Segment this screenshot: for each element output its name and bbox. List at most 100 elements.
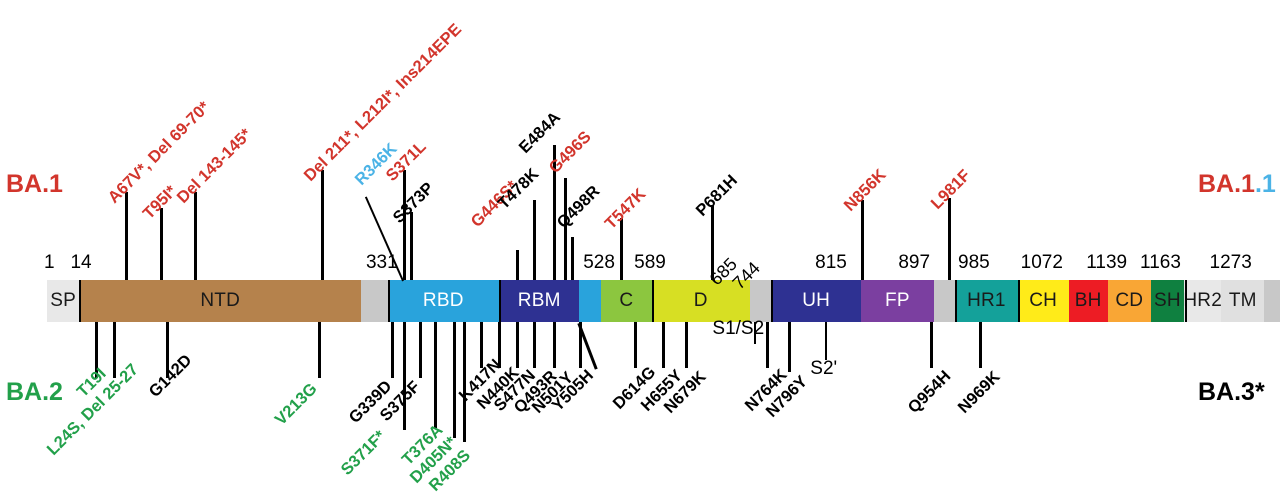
mutation-label-q954h: Q954H xyxy=(904,367,955,417)
mutation-stem xyxy=(685,322,688,368)
variant-label-ba3-right: BA.3* xyxy=(1198,378,1265,406)
mutation-stem xyxy=(563,178,567,280)
mutation-label-q498r: Q498R xyxy=(553,182,603,232)
domain-label: FP xyxy=(885,290,910,311)
mutation-stem xyxy=(787,322,791,372)
domain-boundary-tick xyxy=(651,280,654,322)
domain-boundary-tick xyxy=(955,280,958,322)
variant-ba11-suffix: .1 xyxy=(1254,170,1276,198)
domain-segment-rbm: RBM xyxy=(499,280,580,322)
mutation-stem xyxy=(462,322,466,442)
cleavage-site-tick xyxy=(824,322,827,360)
mutation-label-s373p: S373P xyxy=(389,179,438,227)
mutation-stem xyxy=(711,205,715,280)
domain-label: RBD xyxy=(422,290,464,311)
domain-segment-ch: CH xyxy=(1017,280,1069,322)
mutation-stem xyxy=(166,322,170,378)
variant-label-ba1-left: BA.1 xyxy=(6,170,63,198)
mutation-label-n856k: N856K xyxy=(840,165,891,215)
domain-segment-tm: TM xyxy=(1221,280,1265,322)
domain-segment-d: D xyxy=(651,280,750,322)
position-label-589: 589 xyxy=(634,252,666,273)
position-label-1: 1 xyxy=(44,252,55,273)
mutation-stem xyxy=(515,322,519,368)
mutation-stem xyxy=(112,322,116,378)
domain-boundary-tick xyxy=(1185,280,1188,322)
mutation-stem xyxy=(570,237,574,280)
domain-segment-rbd: RBD xyxy=(387,280,500,322)
variant-ba11-main: BA.1 xyxy=(1198,170,1255,198)
mutation-stem xyxy=(453,322,457,438)
domain-linker xyxy=(579,280,601,322)
mutation-stem xyxy=(403,170,407,280)
domain-label: UH xyxy=(802,290,831,311)
cleavage-site-label-s2: S2' xyxy=(810,358,838,379)
domain-label: RBM xyxy=(517,290,561,311)
mutation-label-v213g: V213G xyxy=(271,379,321,429)
domain-boundary-tick xyxy=(771,280,774,322)
position-label-815: 815 xyxy=(815,252,847,273)
mutation-stem xyxy=(434,322,438,428)
position-label-1139: 1139 xyxy=(1086,252,1128,273)
domain-linker xyxy=(361,280,388,322)
domain-label: SP xyxy=(50,290,76,311)
cleavage-site-label-s1s2: S1/S2 xyxy=(712,318,765,339)
domain-boundary-tick xyxy=(499,280,502,322)
domain-boundary-tick xyxy=(1017,280,1020,322)
position-label-1273: 1273 xyxy=(1209,252,1252,273)
mutation-label-t547k: T547K xyxy=(601,185,649,233)
position-label-897: 897 xyxy=(898,252,931,273)
mutation-label-e484a: E484A xyxy=(516,108,565,157)
mutation-stem xyxy=(579,322,583,368)
domain-label: SH xyxy=(1154,290,1181,311)
mutation-label-g142d: G142D xyxy=(145,351,195,401)
domain-label: HR2 xyxy=(1183,290,1222,311)
mutation-stem xyxy=(403,322,407,430)
domain-label: CD xyxy=(1115,290,1144,311)
domain-boundary-tick xyxy=(387,280,390,322)
mutation-stem xyxy=(978,322,982,368)
variant-label-ba2-left: BA.2 xyxy=(6,378,63,406)
domain-label: BH xyxy=(1074,290,1102,311)
domain-segment-cd: CD xyxy=(1107,280,1151,322)
domain-linker xyxy=(749,280,772,322)
mutation-stem xyxy=(498,322,502,368)
mutation-stem xyxy=(479,322,483,368)
mutation-stem xyxy=(318,322,322,378)
mutation-stem xyxy=(766,322,770,368)
mutation-stem xyxy=(861,200,865,280)
mutation-stem xyxy=(533,322,537,368)
domain-label: C xyxy=(619,290,634,311)
mutation-stem xyxy=(552,145,556,280)
position-label-528: 528 xyxy=(583,252,615,273)
domain-segment-sh: SH xyxy=(1150,280,1185,322)
domain-segment-uh: UH xyxy=(771,280,862,322)
mutation-stem xyxy=(418,322,422,378)
domain-segment-sp: SP xyxy=(46,280,80,322)
domain-boundary-tick xyxy=(79,280,82,322)
domain-segment-hr2: HR2 xyxy=(1183,280,1222,322)
mutation-stem xyxy=(320,170,324,280)
mutation-stem xyxy=(515,250,519,280)
mutation-stem xyxy=(620,218,624,280)
mutation-stem xyxy=(929,322,933,368)
position-label-985: 985 xyxy=(958,252,990,273)
domain-segment-ntd: NTD xyxy=(79,280,362,322)
mutation-stem xyxy=(94,322,98,378)
mutation-stem xyxy=(661,322,665,368)
mutation-label-s371f: S371F* xyxy=(337,427,390,479)
domain-segment-hr1: HR1 xyxy=(955,280,1018,322)
mutation-stem xyxy=(410,212,414,280)
domain-segment-c: C xyxy=(600,280,652,322)
domain-label: HR1 xyxy=(967,290,1006,311)
mutation-stem xyxy=(634,322,638,368)
mutation-stem xyxy=(391,322,395,378)
domain-label: NTD xyxy=(200,290,240,311)
position-label-1163: 1163 xyxy=(1140,252,1181,273)
mutation-stem xyxy=(193,192,197,280)
mutation-stem xyxy=(552,322,556,368)
position-label-14: 14 xyxy=(70,252,92,273)
mutation-stem xyxy=(159,208,163,280)
position-label-1072: 1072 xyxy=(1020,252,1063,273)
